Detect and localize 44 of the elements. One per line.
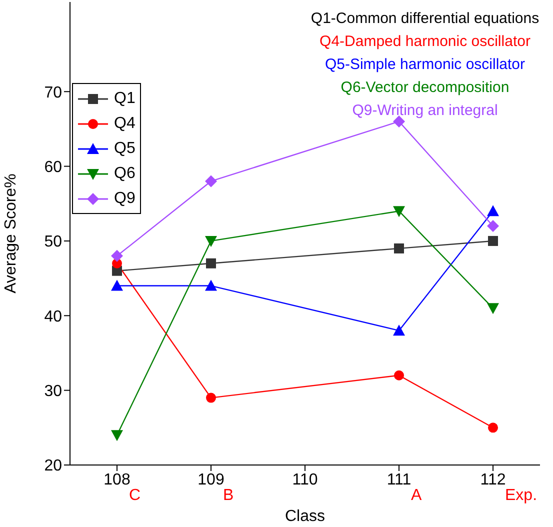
x-axis-title: Class: [284, 508, 326, 525]
y-tick-label: 70: [44, 84, 62, 102]
point: [394, 370, 404, 380]
point: [205, 236, 217, 247]
x-tick-label: 108: [104, 471, 130, 488]
x-tick-label: 111: [386, 471, 412, 488]
point: [487, 220, 499, 232]
legend-label: Q1: [114, 90, 136, 108]
point: [206, 258, 216, 268]
annotation: Q9-Writing an integral: [351, 102, 499, 119]
legend-label: Q5: [114, 140, 136, 158]
y-tick-label: 30: [44, 383, 62, 400]
text: Exp.: [505, 487, 538, 505]
y-axis-title: Average Score%: [2, 174, 20, 294]
x-tick-label: 112: [480, 471, 506, 488]
point: [111, 430, 123, 442]
point: [487, 303, 499, 314]
annotation: Q4-Damped harmonic oscillator: [318, 33, 532, 50]
text: B: [223, 487, 234, 505]
point: [111, 250, 123, 262]
legend-label: Q4: [114, 114, 136, 132]
annotation: Q6-Vector decomposition: [340, 79, 510, 96]
annotation: Q5-Simple harmonic oscillator: [324, 56, 526, 73]
point: [487, 205, 499, 216]
y-tick-label: 20: [44, 458, 62, 475]
text: A: [411, 487, 422, 505]
point: [393, 324, 405, 336]
point: [488, 422, 498, 433]
text: C: [129, 487, 141, 505]
x-tick-label: 109: [198, 471, 224, 488]
y-tick-label: 50: [44, 234, 62, 251]
annotation: Q1-Common differential equations: [310, 10, 540, 27]
y-tick-label: 60: [44, 158, 62, 176]
point: [205, 175, 217, 188]
point: [488, 236, 498, 246]
legend-label: Q9: [114, 190, 136, 208]
point: [394, 243, 404, 254]
point: [111, 280, 123, 291]
x-tick-label: 110: [292, 471, 318, 488]
legend-label: Q6: [114, 164, 136, 182]
point: [206, 392, 216, 403]
y-tick-label: 40: [44, 308, 62, 326]
point: [205, 280, 217, 291]
point: [393, 206, 405, 218]
